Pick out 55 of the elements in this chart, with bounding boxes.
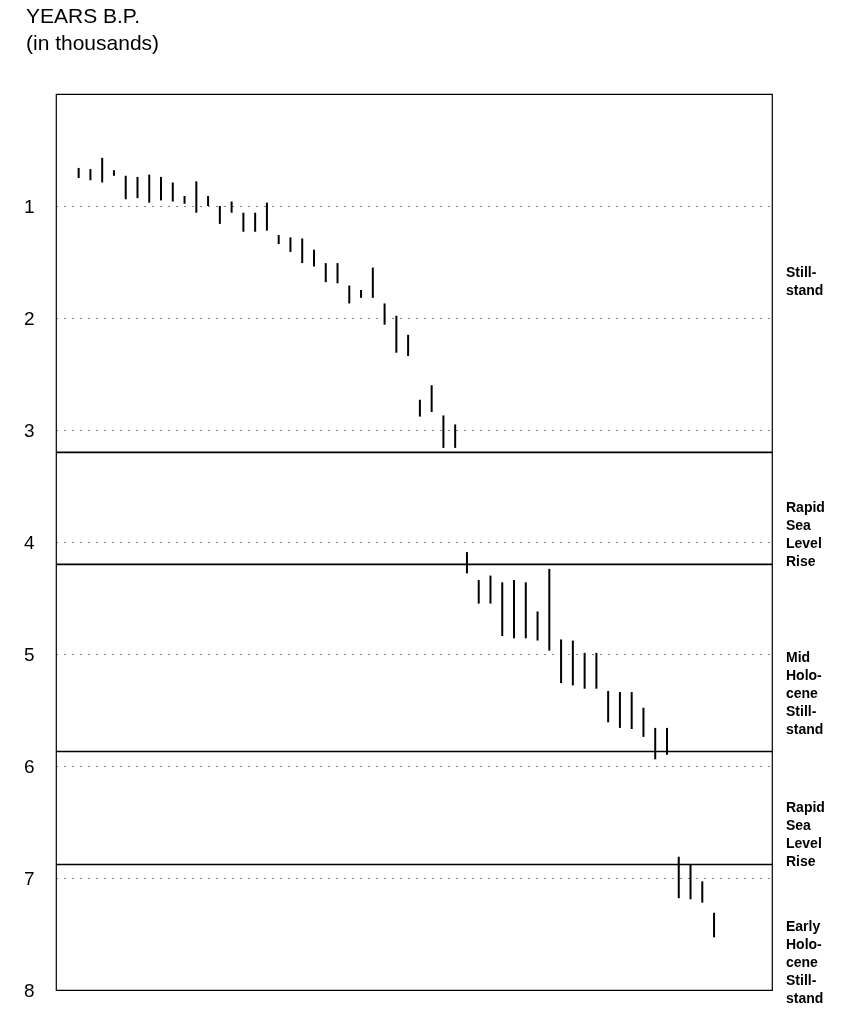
bar bbox=[371, 267, 374, 298]
bar bbox=[407, 334, 410, 357]
bar bbox=[524, 582, 527, 639]
bar bbox=[477, 580, 480, 604]
bar bbox=[289, 237, 292, 252]
bar bbox=[501, 582, 504, 637]
bar bbox=[277, 235, 280, 245]
text: Early Holo- cene Still- stand bbox=[786, 918, 824, 1007]
bar bbox=[242, 212, 245, 232]
bar bbox=[336, 263, 339, 284]
bar bbox=[112, 170, 115, 176]
y-tick-label: 4 bbox=[23, 531, 35, 553]
bar bbox=[160, 176, 163, 201]
y-tick-label: 2 bbox=[23, 307, 35, 329]
y-tick-label: 8 bbox=[23, 979, 35, 1001]
bar bbox=[618, 692, 621, 728]
bar bbox=[124, 175, 127, 200]
bar bbox=[418, 399, 421, 417]
text: Still- stand bbox=[786, 264, 824, 299]
y-tick-label: 5 bbox=[23, 643, 35, 665]
text: Mid Holo- cene Still- stand bbox=[786, 648, 824, 737]
bar bbox=[136, 176, 139, 199]
bar bbox=[607, 690, 610, 723]
bar bbox=[148, 174, 151, 203]
text: Rapid Sea Level Rise bbox=[786, 499, 825, 570]
y-tick-label: 6 bbox=[23, 755, 35, 777]
y-axis-title: YEARS B.P. (in thousands) bbox=[26, 4, 160, 54]
bar bbox=[642, 707, 645, 737]
bar bbox=[430, 385, 433, 413]
y-tick-label: 7 bbox=[23, 867, 35, 889]
bar bbox=[571, 640, 574, 686]
text: Rapid Sea Level Rise bbox=[786, 799, 825, 869]
bar bbox=[348, 285, 351, 304]
bar bbox=[360, 290, 363, 298]
y-tick-label: 3 bbox=[23, 419, 35, 441]
bar bbox=[101, 157, 104, 183]
bar bbox=[171, 182, 174, 202]
bar bbox=[301, 238, 304, 264]
bar bbox=[312, 249, 315, 267]
bar bbox=[489, 575, 492, 604]
bar bbox=[89, 169, 92, 181]
bar bbox=[77, 167, 80, 178]
bar bbox=[536, 611, 539, 641]
bar bbox=[630, 692, 633, 730]
bar bbox=[183, 195, 186, 204]
bar bbox=[207, 195, 210, 206]
bar bbox=[324, 263, 327, 283]
bar bbox=[513, 580, 516, 639]
bar bbox=[583, 652, 586, 689]
bar bbox=[701, 881, 704, 903]
bar bbox=[383, 303, 386, 325]
bar bbox=[548, 568, 551, 651]
y-tick-label: 1 bbox=[23, 195, 35, 217]
bar bbox=[713, 912, 716, 938]
bar bbox=[560, 639, 563, 684]
